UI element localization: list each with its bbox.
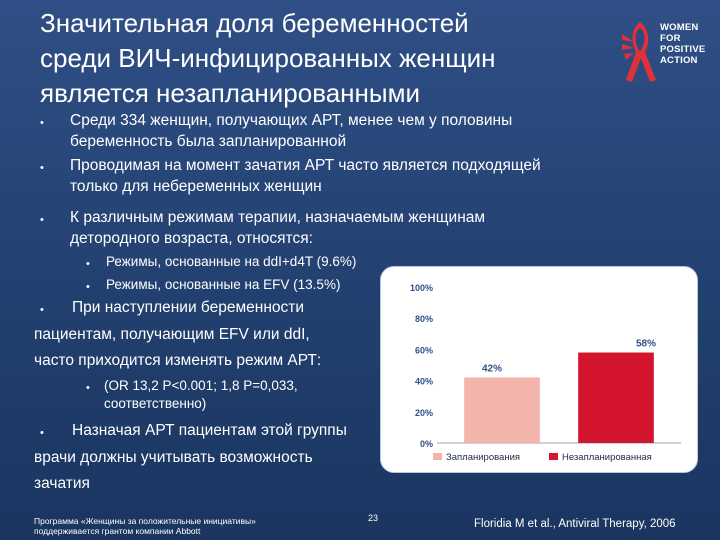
sub-bullet-item: (OR 13,2 P<0.001; 1,8 P=0,033, [104, 378, 298, 393]
title-line: Значительная доля беременностей [40, 8, 469, 38]
title-line: среди ВИЧ-инфицированных женщин [40, 43, 496, 73]
bar-chart-panel: 0% 20% 40% 60% 80% 100% 42% 58% Запланирования Не… [380, 266, 698, 473]
y-tick-label: 40% [415, 377, 433, 387]
logo-text: WOMEN FOR POSITIVE ACTION [660, 22, 705, 66]
logo-line: POSITIVE [660, 44, 706, 55]
bullet-item: При наступлении беременности [72, 299, 305, 316]
legend-swatch [549, 453, 558, 460]
bar-1 [464, 377, 540, 443]
bullet-line: детородного возраста, относятся: [70, 230, 313, 247]
bullet-item: Назначая АРТ пациентам этой группы [72, 422, 347, 439]
program-note-line: Программа «Женщины за положительные иниц… [34, 516, 256, 526]
program-note: Программа «Женщины за положительные иниц… [34, 516, 256, 536]
legend-label: Незапланированная [562, 452, 652, 463]
bullet-line: только для небеременных женщин [70, 178, 322, 195]
bullet-line: Проводимая на момент зачатия АРТ часто я… [70, 157, 541, 174]
bullet-item: Среди 334 женщин, получающих АРТ, менее … [70, 110, 512, 152]
title-line: является незапланированными [40, 78, 420, 108]
bullet-continuation-line: зачатия [34, 475, 90, 492]
bullet-line: беременность была запланированной [70, 133, 347, 150]
bullet-line: Среди 334 женщин, получающих АРТ, менее … [70, 112, 513, 129]
bullet-continuation-line: часто приходится изменять режим АРТ: [34, 352, 322, 369]
bullet-continuation-line: пациентам, получающим EFV или ddI, [34, 326, 310, 343]
bullet-dot: • [40, 214, 44, 226]
bullet-continuation-line: врачи должны учитывать возможность [34, 449, 313, 466]
sub-bullet-item: соответственно) [104, 396, 207, 411]
y-tick-label: 60% [415, 345, 433, 355]
women-for-positive-action-logo: WOMEN FOR POSITIVE ACTION [620, 18, 714, 88]
sub-bullet-item: Режимы, основанные на ddI+d4T (9.6%) [106, 254, 357, 269]
logo-line: FOR [660, 33, 681, 44]
program-note-line: поддерживается грантом компании Abbott [34, 526, 201, 536]
bullet-dot: • [40, 162, 44, 174]
bullet-item: К различным режимам терапии, назначаемым… [70, 207, 485, 249]
logo-line: ACTION [660, 55, 698, 66]
bullet-line: К различным режимам терапии, назначаемым… [70, 209, 486, 226]
bullet-dot: • [40, 117, 44, 129]
y-tick-label: 0% [420, 439, 433, 449]
bar-chart: 0% 20% 40% 60% 80% 100% 42% 58% Запланирования Не… [410, 283, 681, 463]
y-tick-label: 80% [415, 314, 433, 324]
sub-bullet-item: Режимы, основанные на EFV (13.5%) [106, 277, 341, 292]
page-number: 23 [368, 513, 379, 523]
bullet-item: Проводимая на момент зачатия АРТ часто я… [70, 155, 541, 197]
legend-label: Запланирования [446, 452, 520, 463]
sub-bullet-dot: • [86, 258, 90, 270]
bar-value-label: 58% [636, 339, 656, 350]
citation: Floridia M et al., Antiviral Therapy, 20… [474, 518, 676, 530]
sub-bullet-dot: • [86, 382, 90, 394]
bullet-dot: • [40, 304, 44, 316]
logo-line: WOMEN [660, 22, 699, 33]
y-tick-label: 20% [415, 408, 433, 418]
ribbon-wings-icon [622, 22, 656, 82]
sub-bullet-dot: • [86, 281, 90, 293]
bar-value-label: 42% [482, 363, 502, 374]
bar-2 [578, 352, 654, 443]
y-tick-label: 100% [410, 283, 433, 293]
legend-swatch [433, 453, 442, 460]
slide-title: Значительная доля беременностей среди ВИ… [40, 6, 600, 111]
bullet-dot: • [40, 427, 44, 439]
